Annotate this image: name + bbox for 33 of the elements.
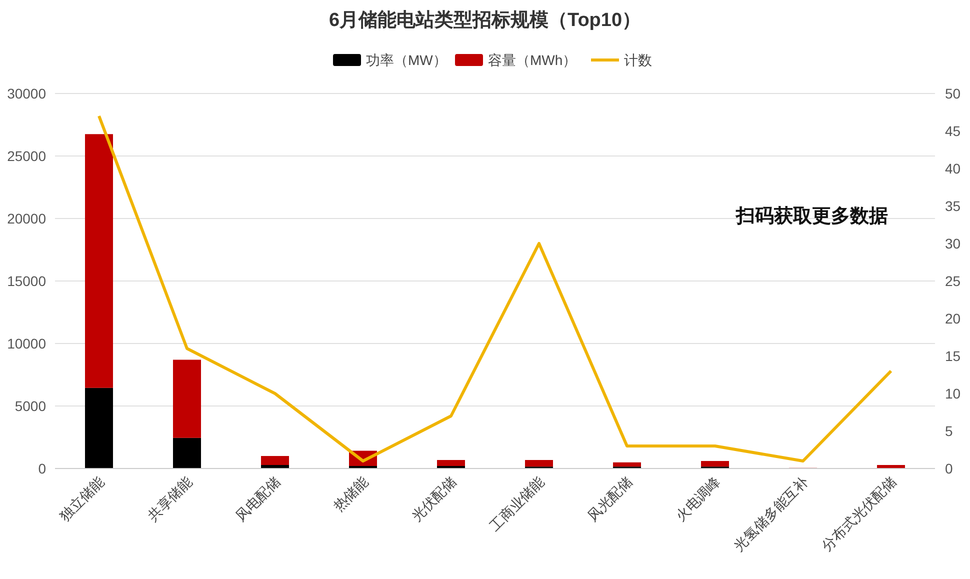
y2-tick-label: 15 <box>945 348 961 364</box>
x-tick-label: 风光配储 <box>584 473 636 524</box>
y2-tick-label: 35 <box>945 198 961 214</box>
x-tick-label: 火电调峰 <box>672 473 724 524</box>
x-tick-label: 光氢储多能互补 <box>730 473 812 554</box>
annotation: 扫码获取更多数据 <box>735 205 888 227</box>
y-tick-label: 10000 <box>7 336 46 352</box>
x-tick-label: 风电配储 <box>232 473 284 524</box>
y2-tick-label: 40 <box>945 160 961 176</box>
legend-label: 功率（MW） <box>366 52 447 68</box>
legend-label: 计数 <box>624 52 652 68</box>
y-tick-label: 25000 <box>7 148 46 164</box>
y2-tick-label: 20 <box>945 310 961 326</box>
legend-label: 容量（MWh） <box>488 52 577 68</box>
y-tick-label: 15000 <box>7 273 46 289</box>
y2-tick-label: 5 <box>945 423 953 439</box>
y2-tick-label: 50 <box>945 86 961 102</box>
y-tick-label: 0 <box>38 460 46 476</box>
y2-tick-label: 0 <box>945 460 953 476</box>
y2-tick-label: 30 <box>945 236 961 252</box>
x-tick-label: 热储能 <box>330 473 372 514</box>
y-tick-label: 5000 <box>14 398 46 414</box>
y2-tick-label: 10 <box>945 386 961 402</box>
x-tick-label: 独立储能 <box>56 473 108 524</box>
x-tick-label: 光伏配储 <box>408 473 460 524</box>
y2-tick-label: 25 <box>945 273 961 289</box>
y-tick-label: 30000 <box>7 86 46 102</box>
x-tick-label: 工商业储能 <box>486 473 548 534</box>
chart-title: 6月储能电站类型招标规模（Top10） <box>328 9 642 31</box>
x-tick-label: 共享储能 <box>144 473 196 524</box>
x-tick-label: 分布式光伏配储 <box>818 473 900 554</box>
y2-tick-label: 45 <box>945 123 961 139</box>
y-tick-label: 20000 <box>7 210 46 226</box>
